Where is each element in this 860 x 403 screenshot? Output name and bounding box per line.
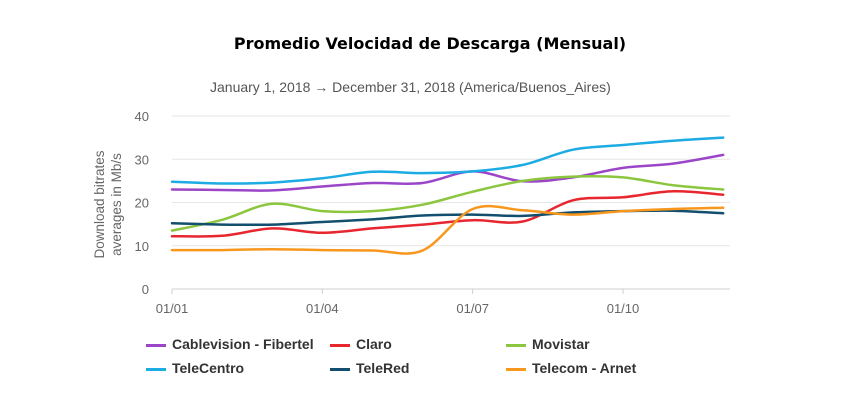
legend-item[interactable]: TeleCentro [146, 360, 244, 376]
legend-label: TeleRed [356, 360, 410, 376]
legend-item[interactable]: Movistar [506, 336, 590, 352]
y-tick-label: 0 [142, 282, 149, 297]
x-tick-labels: 01/01 01/04 01/07 01/10 [156, 289, 640, 316]
x-tick-label: 01/07 [456, 301, 489, 316]
legend-swatch [506, 367, 526, 371]
legend-label: Cablevision - Fibertel [172, 336, 314, 352]
y-tick-label: 10 [135, 239, 149, 254]
legend-swatch [330, 343, 350, 347]
legend-swatch [146, 343, 166, 347]
chart-subtitle: January 1, 2018 → December 31, 2018 (Ame… [210, 79, 611, 95]
y-tick-label: 30 [135, 152, 149, 167]
series-lines [170, 136, 725, 255]
series-line-cablevision-fibertel [170, 153, 725, 192]
legend-label: Claro [356, 336, 392, 352]
legend-label: Movistar [532, 336, 590, 352]
legend-item[interactable]: Telecom - Arnet [506, 360, 636, 376]
series-line-telecom-arnet [170, 204, 725, 255]
series-line-telecentro [170, 136, 725, 185]
chart-title: Promedio Velocidad de Descarga (Mensual) [233, 34, 627, 53]
legend-label: Telecom - Arnet [532, 360, 637, 376]
y-tick-labels: 0 10 20 30 40 [135, 109, 149, 297]
legend-item[interactable]: TeleRed [330, 360, 409, 376]
legend-item[interactable]: Cablevision - Fibertel [146, 336, 314, 352]
y-tick-label: 40 [135, 109, 149, 124]
series-line-claro [170, 190, 725, 238]
series-line-movistar [170, 174, 725, 232]
legend-swatch [330, 367, 350, 371]
y-axis-label-line2: averages in Mb/s [109, 153, 124, 256]
x-tick-label: 01/01 [156, 301, 189, 316]
x-tick-label: 01/04 [306, 301, 339, 316]
y-tick-label: 20 [135, 196, 149, 211]
legend-label: TeleCentro [172, 360, 245, 376]
legend-swatch [506, 343, 526, 347]
legend-item[interactable]: Claro [330, 336, 392, 352]
legend-swatch [146, 367, 166, 371]
y-axis-label-line1: Download bitrates [92, 150, 107, 258]
x-tick-label: 01/10 [607, 301, 640, 316]
grid-lines [172, 115, 730, 290]
